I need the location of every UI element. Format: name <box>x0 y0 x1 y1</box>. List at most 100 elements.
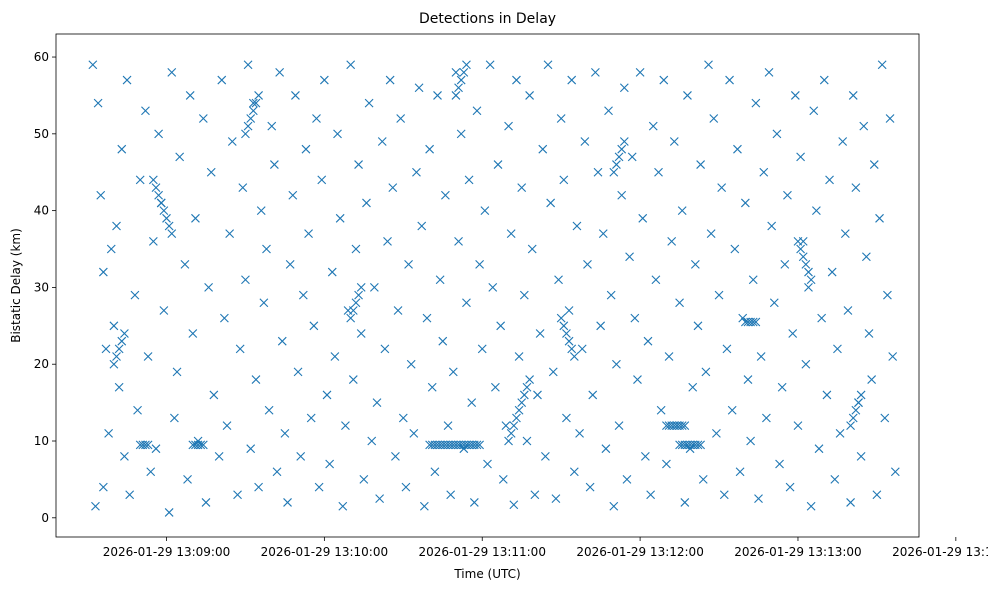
data-point <box>677 206 687 216</box>
data-point <box>856 390 866 400</box>
data-point <box>709 114 719 123</box>
data-point <box>564 336 574 346</box>
data-point <box>330 352 340 361</box>
data-point <box>596 321 606 331</box>
data-point <box>196 440 206 450</box>
data-point <box>454 236 463 246</box>
data-point <box>451 91 461 100</box>
data-point <box>430 467 440 477</box>
data-point <box>690 259 700 269</box>
data-point <box>693 321 703 331</box>
data-point <box>688 382 698 392</box>
data-point <box>669 137 679 146</box>
data-point <box>291 91 300 100</box>
data-point <box>162 213 171 223</box>
data-point <box>341 421 350 431</box>
data-point <box>796 244 805 254</box>
data-point <box>459 444 469 454</box>
data-point <box>456 75 466 85</box>
data-point <box>167 68 177 77</box>
data-point <box>185 91 195 100</box>
data-point <box>617 190 627 200</box>
data-point <box>109 359 119 369</box>
data-point <box>517 398 527 407</box>
data-point <box>164 221 174 231</box>
data-point <box>659 75 669 85</box>
data-point <box>459 68 469 77</box>
data-point <box>762 413 771 423</box>
x-tick-label: 2026-01-29 13:13:00 <box>734 545 861 559</box>
data-point <box>167 229 177 239</box>
data-point <box>804 283 813 292</box>
data-point <box>227 137 237 146</box>
data-point <box>601 444 611 454</box>
data-point <box>241 129 250 139</box>
data-point <box>780 259 790 269</box>
data-point <box>664 352 674 361</box>
data-point <box>146 467 156 477</box>
data-point <box>627 152 637 162</box>
data-point <box>535 329 545 338</box>
data-point <box>735 467 745 477</box>
data-point <box>472 440 482 450</box>
data-point <box>277 336 287 346</box>
data-point <box>101 344 111 354</box>
data-point <box>159 206 169 216</box>
data-point <box>475 440 484 450</box>
data-point <box>806 501 816 511</box>
data-point <box>783 190 792 200</box>
data-point <box>569 352 579 361</box>
data-point <box>730 244 740 254</box>
data-point <box>556 313 566 323</box>
data-point <box>417 221 427 231</box>
data-point <box>801 259 811 269</box>
data-point <box>867 375 877 384</box>
data-point <box>333 129 342 139</box>
data-point <box>519 290 529 300</box>
data-point <box>861 252 871 262</box>
data-point <box>348 306 358 315</box>
data-point <box>380 344 390 354</box>
data-point <box>640 451 650 461</box>
data-point <box>427 382 437 392</box>
data-point <box>433 91 442 100</box>
data-point <box>656 405 666 415</box>
y-tick-label: 60 <box>34 50 49 64</box>
data-point <box>296 451 306 461</box>
y-axis-label: Bistatic Delay (km) <box>9 228 23 343</box>
data-point <box>756 352 766 361</box>
data-point <box>154 190 164 200</box>
data-point <box>114 382 124 392</box>
data-point <box>456 129 466 139</box>
data-point <box>201 498 211 507</box>
data-point <box>446 490 456 500</box>
data-point <box>217 75 227 85</box>
data-point <box>588 390 598 400</box>
data-point <box>98 482 108 492</box>
data-point <box>335 213 345 223</box>
data-point <box>493 160 503 169</box>
data-point <box>585 482 595 492</box>
data-point <box>764 68 774 77</box>
data-point <box>338 501 348 511</box>
data-point <box>283 498 292 507</box>
data-point <box>569 467 579 477</box>
data-point <box>106 244 116 254</box>
data-point <box>559 175 569 185</box>
data-point <box>112 352 121 361</box>
data-point <box>206 167 216 177</box>
data-point <box>883 290 892 300</box>
data-point <box>556 114 566 123</box>
data-point <box>188 329 198 338</box>
data-point <box>793 236 803 246</box>
data-point <box>840 229 850 239</box>
data-point <box>651 275 661 285</box>
data-point <box>825 175 834 185</box>
data-point <box>859 121 869 131</box>
data-point <box>525 375 534 384</box>
data-point <box>777 382 787 392</box>
data-point <box>262 244 271 254</box>
data-point <box>93 98 103 108</box>
data-point <box>122 75 132 85</box>
x-axis-label: Time (UTC) <box>453 567 520 581</box>
